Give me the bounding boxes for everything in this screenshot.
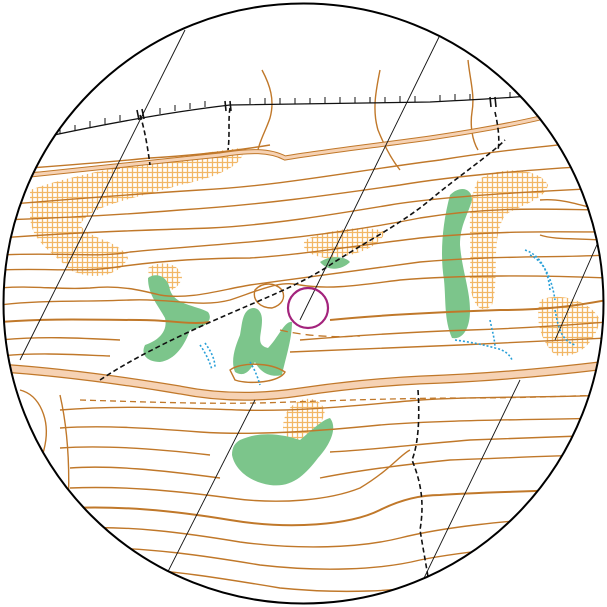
- green-vegetation: [143, 188, 472, 486]
- small-path: [79, 329, 604, 404]
- road: [3, 115, 604, 401]
- control-circle[interactable]: [286, 286, 330, 330]
- water-features: [199, 249, 576, 386]
- fence: [39, 90, 541, 139]
